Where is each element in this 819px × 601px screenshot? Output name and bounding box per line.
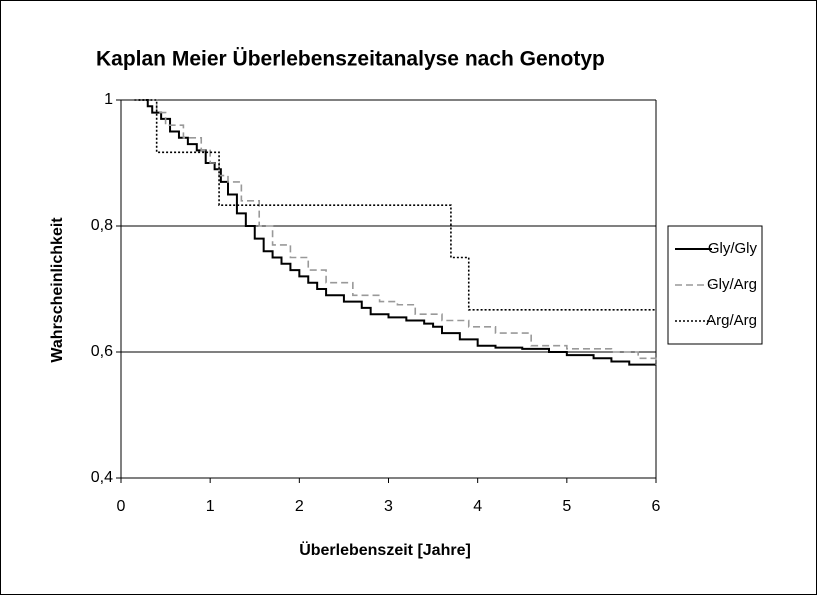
km-line [138,99,656,366]
x-tick-label: 0 [117,498,126,515]
y-tick-label: 0,4 [91,469,113,486]
y-axis-label: Wahrscheinlichkeit [49,217,66,363]
x-tick-label: 6 [652,498,661,515]
legend-box [667,225,763,345]
x-tick-label: 4 [473,498,482,515]
chart-title: Kaplan Meier Überlebenszeitanalyse nach … [96,48,605,71]
x-tick-label: 2 [295,498,304,515]
legend-label: Gly/Gly [708,240,758,257]
x-tick-label: 1 [206,498,215,515]
y-tick-label: 0,8 [91,217,113,234]
legend-label: Gly/Arg [707,276,757,293]
x-tick-label: 3 [384,498,393,515]
x-axis-label: Überlebenszeit [Jahre] [299,540,471,559]
km-line [134,99,656,311]
x-tick-label: 5 [562,498,571,515]
y-tick-label: 0,6 [91,343,113,360]
km-line [138,99,657,365]
y-tick-label: 1 [104,91,113,108]
legend-label: Arg/Arg [706,312,757,329]
